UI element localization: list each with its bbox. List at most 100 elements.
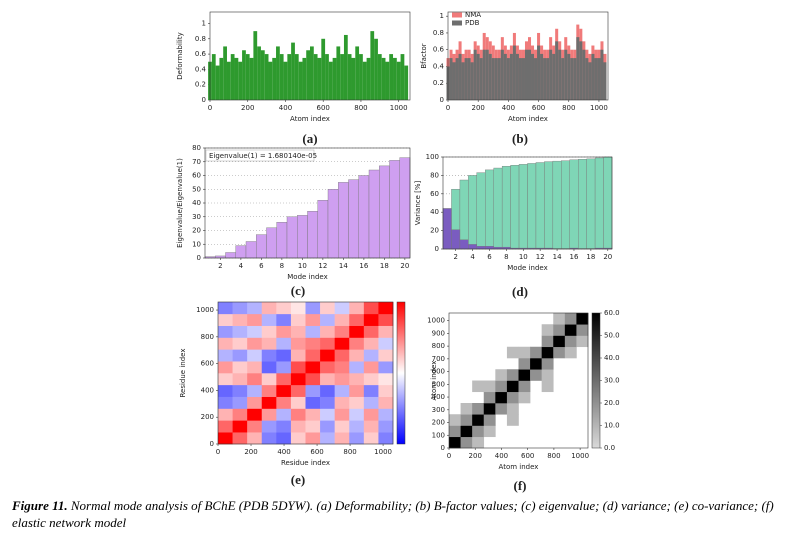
bar [485, 246, 494, 250]
x-tick-label: 200 [472, 104, 485, 112]
heat-cell [378, 384, 394, 397]
bar [325, 54, 329, 100]
bar [442, 208, 452, 250]
heat-cell [349, 337, 365, 350]
heat-cell [276, 337, 292, 350]
heat-cell [518, 358, 531, 370]
y-tick-label: 0.8 [433, 29, 444, 37]
heat-cell [363, 349, 379, 362]
heat-cell [363, 432, 379, 445]
heat-cell [349, 325, 365, 338]
heat-cell [518, 380, 531, 393]
bar [272, 57, 277, 100]
bar [368, 169, 380, 259]
annotation: Eigenvalue(1) = 1.680140e-05 [209, 152, 317, 160]
bar [603, 156, 613, 250]
heat-cell [460, 425, 473, 438]
heat-cell [363, 313, 379, 326]
bar [512, 45, 516, 100]
x-tick-label: 400 [495, 452, 508, 460]
heat-cell [334, 396, 350, 409]
heat-cell [378, 432, 394, 445]
bar [336, 46, 341, 100]
colorbar-tick-label: 50.0 [604, 332, 620, 340]
bar [355, 46, 360, 100]
bar [238, 61, 243, 100]
bar [491, 58, 495, 100]
heat-cell [218, 313, 233, 326]
heat-cell [349, 420, 365, 433]
heat-cell [378, 361, 394, 374]
panel-label: (a) [302, 131, 317, 146]
heat-cell [553, 313, 566, 325]
heat-cell [320, 408, 335, 421]
bar [534, 58, 538, 100]
heat-cell [576, 324, 589, 336]
heat-cell [261, 420, 277, 433]
bar [264, 54, 269, 100]
bar [603, 62, 607, 100]
heat-cell [518, 391, 531, 404]
caption-label: Figure 11. [12, 498, 68, 513]
y-tick-label: 60 [192, 172, 201, 180]
bar [569, 159, 579, 250]
bar [510, 165, 520, 250]
heat-cell [276, 325, 292, 338]
bar [579, 41, 583, 100]
bar [313, 54, 318, 100]
bar [340, 54, 344, 100]
heat-cell [290, 420, 306, 433]
colorbar [396, 301, 406, 445]
heat-cell [247, 432, 263, 445]
heat-cell [276, 420, 292, 433]
bar [543, 58, 547, 100]
bar [544, 161, 554, 250]
y-tick-label: 600 [432, 368, 445, 376]
heat-cell [305, 313, 321, 326]
heat-cell [290, 396, 306, 409]
heat-cell [378, 420, 394, 433]
x-axis-label: Residue index [281, 459, 330, 467]
heat-cell [363, 373, 379, 386]
heat-cell [378, 408, 394, 421]
bar [242, 50, 246, 100]
heat-cell [553, 346, 566, 359]
bar [385, 61, 390, 100]
bar [561, 160, 570, 250]
heat-cell [232, 432, 248, 445]
bar [279, 54, 284, 100]
heat-cell [472, 414, 485, 426]
y-tick-label: 100 [426, 153, 439, 161]
heat-cell [261, 349, 277, 362]
y-tick-label: 0 [210, 440, 214, 448]
bar [297, 215, 308, 259]
heat-cell [378, 337, 394, 350]
bar [332, 57, 337, 100]
heat-cell [378, 373, 394, 386]
x-tick-label: 12 [318, 262, 327, 270]
bar [211, 54, 216, 100]
heat-cell [349, 361, 365, 374]
x-tick-label: 8 [504, 253, 508, 261]
y-tick-label: 100 [432, 431, 445, 439]
bar [359, 54, 363, 100]
heat-cell [449, 425, 461, 438]
y-tick-label: 0.6 [195, 50, 207, 58]
heat-cell [218, 325, 233, 338]
x-tick-label: 200 [244, 448, 257, 456]
panel-label: (c) [291, 283, 305, 298]
y-tick-label: 700 [432, 355, 445, 363]
bar [597, 58, 601, 100]
y-tick-label: 900 [432, 329, 445, 337]
bar [377, 54, 382, 100]
bar [302, 57, 307, 100]
heat-cell [232, 420, 248, 433]
bar [506, 58, 510, 100]
heat-cell [564, 324, 577, 336]
bar [381, 57, 386, 100]
heat-cell [506, 414, 519, 426]
heat-cell [378, 325, 394, 338]
bar [585, 58, 589, 100]
y-tick-label: 0 [440, 96, 444, 104]
